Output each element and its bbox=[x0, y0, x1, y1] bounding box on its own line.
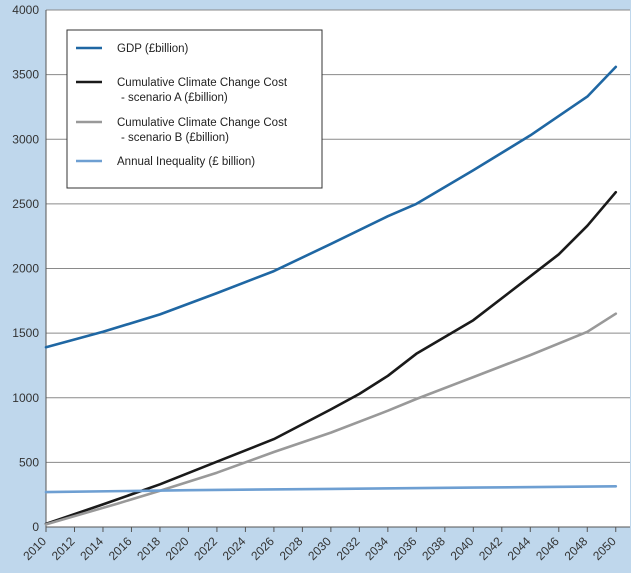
legend-label-line: - scenario A (£billion) bbox=[121, 92, 228, 104]
series-line-1 bbox=[44, 190, 618, 526]
y-tick-label: 2500 bbox=[12, 197, 39, 211]
y-tick-label: 3500 bbox=[12, 68, 39, 82]
series-line-2 bbox=[44, 312, 618, 526]
legend-label-line: Cumulative Climate Change Cost bbox=[117, 117, 288, 129]
y-tick-label: 1000 bbox=[12, 391, 39, 405]
y-tick-label: 0 bbox=[32, 520, 39, 534]
legend-label-3: Annual Inequality (£ billion) bbox=[117, 156, 255, 168]
legend-label-2: Cumulative Climate Change Cost - scenario… bbox=[117, 117, 288, 144]
y-tick-label: 1500 bbox=[12, 326, 39, 340]
series-line-3 bbox=[44, 484, 618, 494]
legend-label-line: Annual Inequality (£ billion) bbox=[117, 156, 255, 168]
legend-box bbox=[66, 29, 323, 189]
y-tick-label: 4000 bbox=[12, 3, 39, 17]
legend-label-line: Cumulative Climate Change Cost bbox=[117, 77, 288, 89]
series-line-0 bbox=[44, 65, 618, 349]
y-tick-label: 500 bbox=[19, 455, 39, 469]
legend-label-line: - scenario B (£billion) bbox=[121, 132, 229, 144]
y-tick-label: 2000 bbox=[12, 262, 39, 276]
legend-label-1: Cumulative Climate Change Cost - scenario… bbox=[117, 77, 288, 104]
legend-label-line: GDP (£billion) bbox=[117, 43, 189, 55]
y-tick-label: 3000 bbox=[12, 132, 39, 146]
legend-label-0: GDP (£billion) bbox=[117, 43, 189, 55]
